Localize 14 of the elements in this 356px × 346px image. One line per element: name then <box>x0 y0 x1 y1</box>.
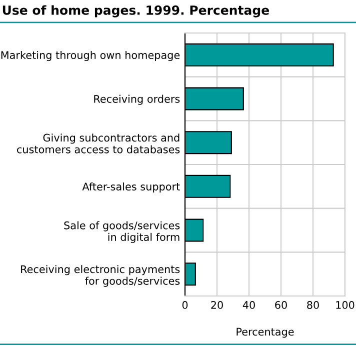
y-tick-label: Receiving orders <box>94 94 180 105</box>
y-tick-label: Sale of goods/services in digital form <box>64 221 180 243</box>
x-tick-label: 40 <box>242 301 255 309</box>
y-tick-label: Giving subcontractors and customers access to databases <box>17 134 180 154</box>
y-tick-label: Marketing through own homepage <box>1 50 180 62</box>
x-tick-label: 60 <box>275 301 287 309</box>
x-axis-title: Percentage <box>236 328 294 338</box>
x-tick-label: 80 <box>307 301 319 309</box>
y-tick-label: After-sales support <box>82 182 180 193</box>
y-tick-label: Receiving electronic payments for goods/services <box>21 265 180 287</box>
x-tick-label: 0 <box>182 301 188 309</box>
x-tick-label: 20 <box>211 301 223 309</box>
chart-title: Use of home pages. 1999. Percentage <box>2 5 269 18</box>
x-tick-label: 100 <box>336 301 354 309</box>
